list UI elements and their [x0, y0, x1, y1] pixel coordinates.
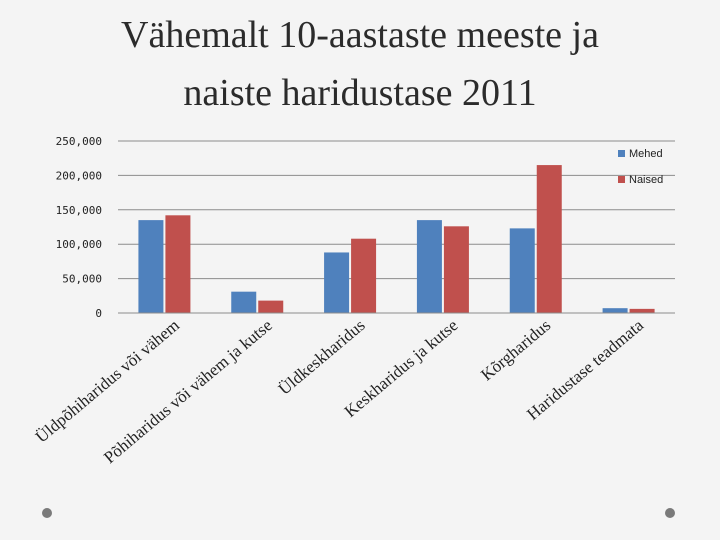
bar-mehed	[416, 220, 442, 313]
y-tick-label: 150,000	[56, 204, 102, 217]
bullet-right-icon	[665, 508, 675, 518]
y-tick-label: 200,000	[56, 169, 102, 182]
slide-title: Vähemalt 10-aastaste meeste ja naiste ha…	[0, 6, 720, 122]
legend-label: Mehed	[629, 148, 663, 160]
bar-mehed	[138, 220, 164, 313]
y-tick-label: 100,000	[56, 238, 102, 251]
title-line-2: naiste haridustase 2011	[183, 72, 537, 114]
x-tick-label: Põhiharidus või vähem ja kutse	[100, 316, 276, 468]
bar-naised	[165, 215, 191, 313]
legend-swatch	[618, 176, 625, 183]
bar-mehed	[324, 252, 350, 313]
legend-swatch	[618, 150, 625, 157]
bar-naised	[629, 308, 655, 313]
bullet-left-icon	[42, 508, 52, 518]
bar-mehed	[231, 291, 257, 313]
bar-naised	[536, 165, 562, 313]
x-tick-label: Kõrgharidus	[477, 316, 554, 385]
bar-naised	[258, 300, 284, 313]
title-line-1: Vähemalt 10-aastaste meeste ja	[121, 14, 599, 56]
bar-naised	[351, 238, 377, 313]
bar-mehed	[602, 308, 628, 313]
x-tick-label: Üldkeskharidus	[275, 316, 369, 399]
legend-label: Naised	[629, 174, 663, 186]
bar-mehed	[509, 228, 535, 313]
y-tick-label: 0	[95, 307, 102, 320]
bar-naised	[443, 226, 469, 313]
y-tick-label: 250,000	[56, 135, 102, 148]
y-tick-label: 50,000	[62, 273, 102, 286]
